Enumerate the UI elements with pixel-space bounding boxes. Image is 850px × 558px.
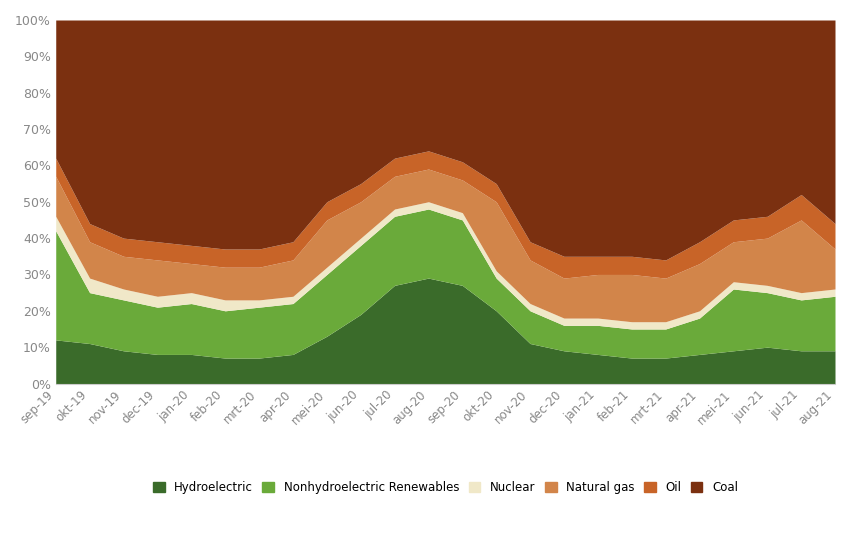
Legend: Hydroelectric, Nonhydroelectric Renewables, Nuclear, Natural gas, Oil, Coal: Hydroelectric, Nonhydroelectric Renewabl… xyxy=(153,481,738,494)
